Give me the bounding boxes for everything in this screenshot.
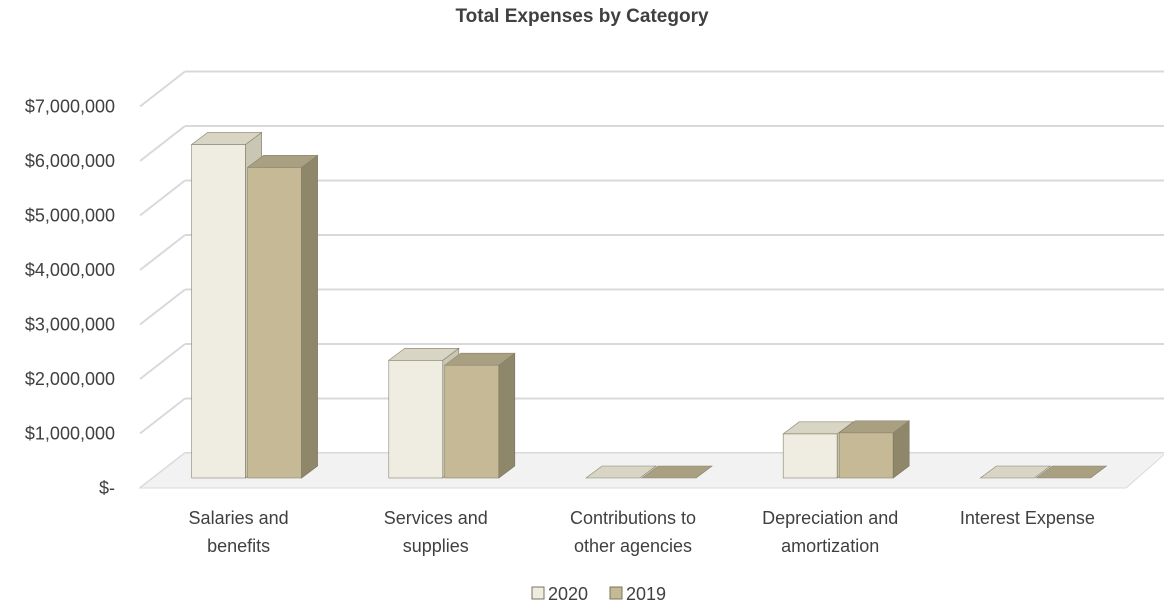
- bar-2020-front: [388, 359, 444, 479]
- x-tick-label: benefits: [207, 536, 270, 556]
- x-tick-label: Services and: [384, 508, 488, 528]
- bar-2019-top: [246, 155, 319, 168]
- bar-2019-top: [641, 465, 713, 479]
- gridline-side: [139, 234, 186, 271]
- y-tick-label: $5,000,000: [25, 206, 115, 226]
- gridline-side: [139, 397, 186, 435]
- x-tick-label: Contributions to: [570, 508, 696, 528]
- legend-swatch-2020: [531, 586, 545, 600]
- bar-2019-side: [498, 352, 516, 479]
- x-tick-label: Depreciation and: [762, 508, 898, 528]
- x-tick-label: supplies: [403, 536, 469, 556]
- bar-2019-top: [1035, 465, 1108, 479]
- bar-2020-top: [979, 465, 1052, 479]
- y-tick-label: $3,000,000: [25, 315, 115, 335]
- bar-2019-top: [838, 420, 911, 434]
- gridline-side: [139, 125, 186, 162]
- x-tick-label: Salaries and: [189, 508, 289, 528]
- legend-label-2020: 2020: [548, 584, 588, 604]
- y-tick-label: $-: [99, 478, 115, 498]
- y-tick-label: $7,000,000: [25, 97, 115, 117]
- x-tick-label: other agencies: [574, 536, 692, 556]
- x-tick-label: Interest Expense: [960, 508, 1095, 528]
- bar-2019-front: [838, 432, 894, 479]
- y-tick-label: $1,000,000: [25, 424, 115, 444]
- gridline-side: [139, 343, 186, 380]
- bar-2020-front: [782, 433, 838, 479]
- y-tick-label: $2,000,000: [25, 369, 115, 389]
- bar-2020-top: [387, 347, 460, 361]
- bar-2019-front: [247, 167, 302, 479]
- bar-2019-top: [443, 352, 516, 366]
- x-tick-label: amortization: [781, 536, 879, 556]
- legend-swatch-2019: [609, 586, 623, 600]
- bar-2019-side: [301, 154, 318, 479]
- bar-2020-front: [191, 144, 246, 479]
- bar-2019-front: [444, 364, 500, 479]
- legend-label-2019: 2019: [626, 584, 666, 604]
- gridline-side: [139, 179, 186, 217]
- bar-2020-top: [782, 421, 855, 435]
- gridline-side: [139, 288, 186, 326]
- chart-title: Total Expenses by Category: [455, 6, 709, 27]
- y-tick-label: $4,000,000: [25, 260, 115, 280]
- y-tick-label: $6,000,000: [25, 151, 115, 171]
- bar-2020-top: [585, 465, 657, 479]
- gridline-side: [139, 70, 186, 108]
- bar-2020-top: [190, 132, 263, 145]
